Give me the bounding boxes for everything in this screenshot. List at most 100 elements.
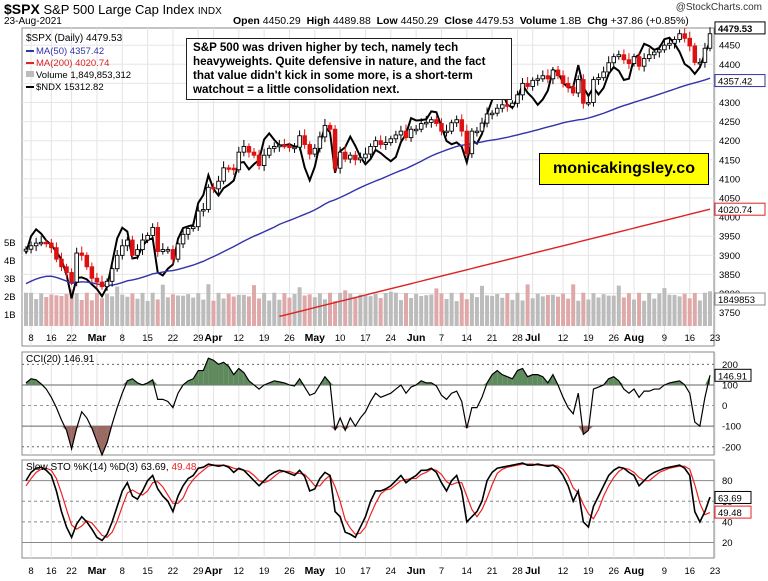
last-price-tag: 4479.53 [718,24,752,35]
volume-bar [54,295,59,326]
brand-label: monicakingsley.co [539,153,709,185]
volume-bar [571,284,576,326]
x-tick-label: 16 [684,333,695,344]
volume-bar [226,293,231,326]
candle-body [368,145,373,155]
volume-bar [368,296,373,326]
candle-body [201,209,206,212]
candle-body [555,69,561,77]
x-tick-label: 15 [142,566,153,577]
cci-negative-fill [466,426,472,429]
x-tick-label: 12 [558,566,569,577]
volume-bar [581,292,586,326]
candle-body [525,82,530,87]
candle-body [586,102,591,105]
volume-bar [576,300,581,326]
candle-body [641,58,647,67]
cci-negative-fill [102,426,108,455]
volume-bar [186,294,191,326]
candle-body [484,113,490,124]
volume-bar [165,297,170,326]
candle-body [135,249,140,256]
candle-body [322,124,328,138]
y-tick-label: 4400 [719,60,740,71]
legend-ndx: $NDX 15312.82 [36,82,104,93]
sto-k-line [25,462,711,542]
candle-body [393,134,399,140]
candle-body [114,254,120,270]
candle-body [241,145,247,153]
volume-bar [79,299,84,326]
candle-body [342,151,348,160]
candle-body [672,39,677,44]
y-tick-label: 4100 [719,174,740,185]
volume-bar [312,297,317,326]
candle-body [125,239,130,247]
candle-body [474,130,480,134]
volume-bar [601,294,606,326]
low-value: 4450.29 [400,15,439,27]
candle-body [38,241,44,245]
candle-body [560,75,566,84]
x-tick-label: 14 [462,333,473,344]
y-tick-label: 3850 [719,270,740,281]
volume-bar [84,292,89,326]
candle-body [378,140,383,145]
ma200-line [279,208,711,318]
volume-bar [652,298,657,326]
cci-positive-fill [517,368,523,385]
volume-bar [702,292,707,326]
cci-line [25,357,711,457]
x-tick-label: 19 [259,566,270,577]
volume-bar [125,296,130,326]
candle-body [272,145,277,149]
volume-bar [39,293,44,326]
x-tick-label: Jul [525,565,540,577]
x-tick-label: 9 [662,333,667,344]
candle-body [408,128,414,139]
volume-bar [697,300,702,326]
cci-tick-label: 0 [722,401,727,412]
volume-bar [34,299,39,326]
candle-body [266,147,272,156]
volume-scale-label: 2B [4,292,16,303]
x-tick-label: 7 [439,566,444,577]
y-tick-label: 3900 [719,251,740,262]
volume-bar [485,295,490,326]
candle-body [79,252,84,256]
volume-bar [338,292,343,326]
cci-negative-fill [76,426,82,429]
volume-bar [550,294,555,326]
cci-legend: CCI(20) 146.91 [26,354,95,365]
sto-d-last-tag: 49.48 [718,508,742,519]
cci-last-tag: 146.91 [718,371,747,382]
volume-bar [59,295,64,326]
y-tick-label: 4200 [719,136,740,147]
candle-body [221,167,226,182]
candle-body [500,104,505,109]
volume-bar [176,295,180,326]
volume-bar [449,292,454,326]
candle-body [489,112,495,116]
candle-body [109,268,115,282]
sto-k-last-box [714,490,752,504]
candle-body [348,154,353,160]
x-tick-label: 12 [234,566,245,577]
volume-bar [429,294,434,326]
volume-bar [662,288,667,326]
volume-bar [363,295,368,326]
candle-body [358,157,363,161]
candle-body [444,130,449,134]
volume-bar [49,294,54,326]
candle-body [687,37,692,47]
candle-body [190,226,196,230]
x-tick-label: 26 [284,566,295,577]
candle-body [530,79,535,87]
volume-bar [170,294,175,326]
cci-negative-fill [461,426,467,429]
ma50-tag: 4357.42 [718,77,752,88]
volume-scale-label: 4B [4,256,16,267]
x-tick-label: 19 [583,566,594,577]
volume-bar [262,292,267,326]
volume-bar [677,296,682,326]
